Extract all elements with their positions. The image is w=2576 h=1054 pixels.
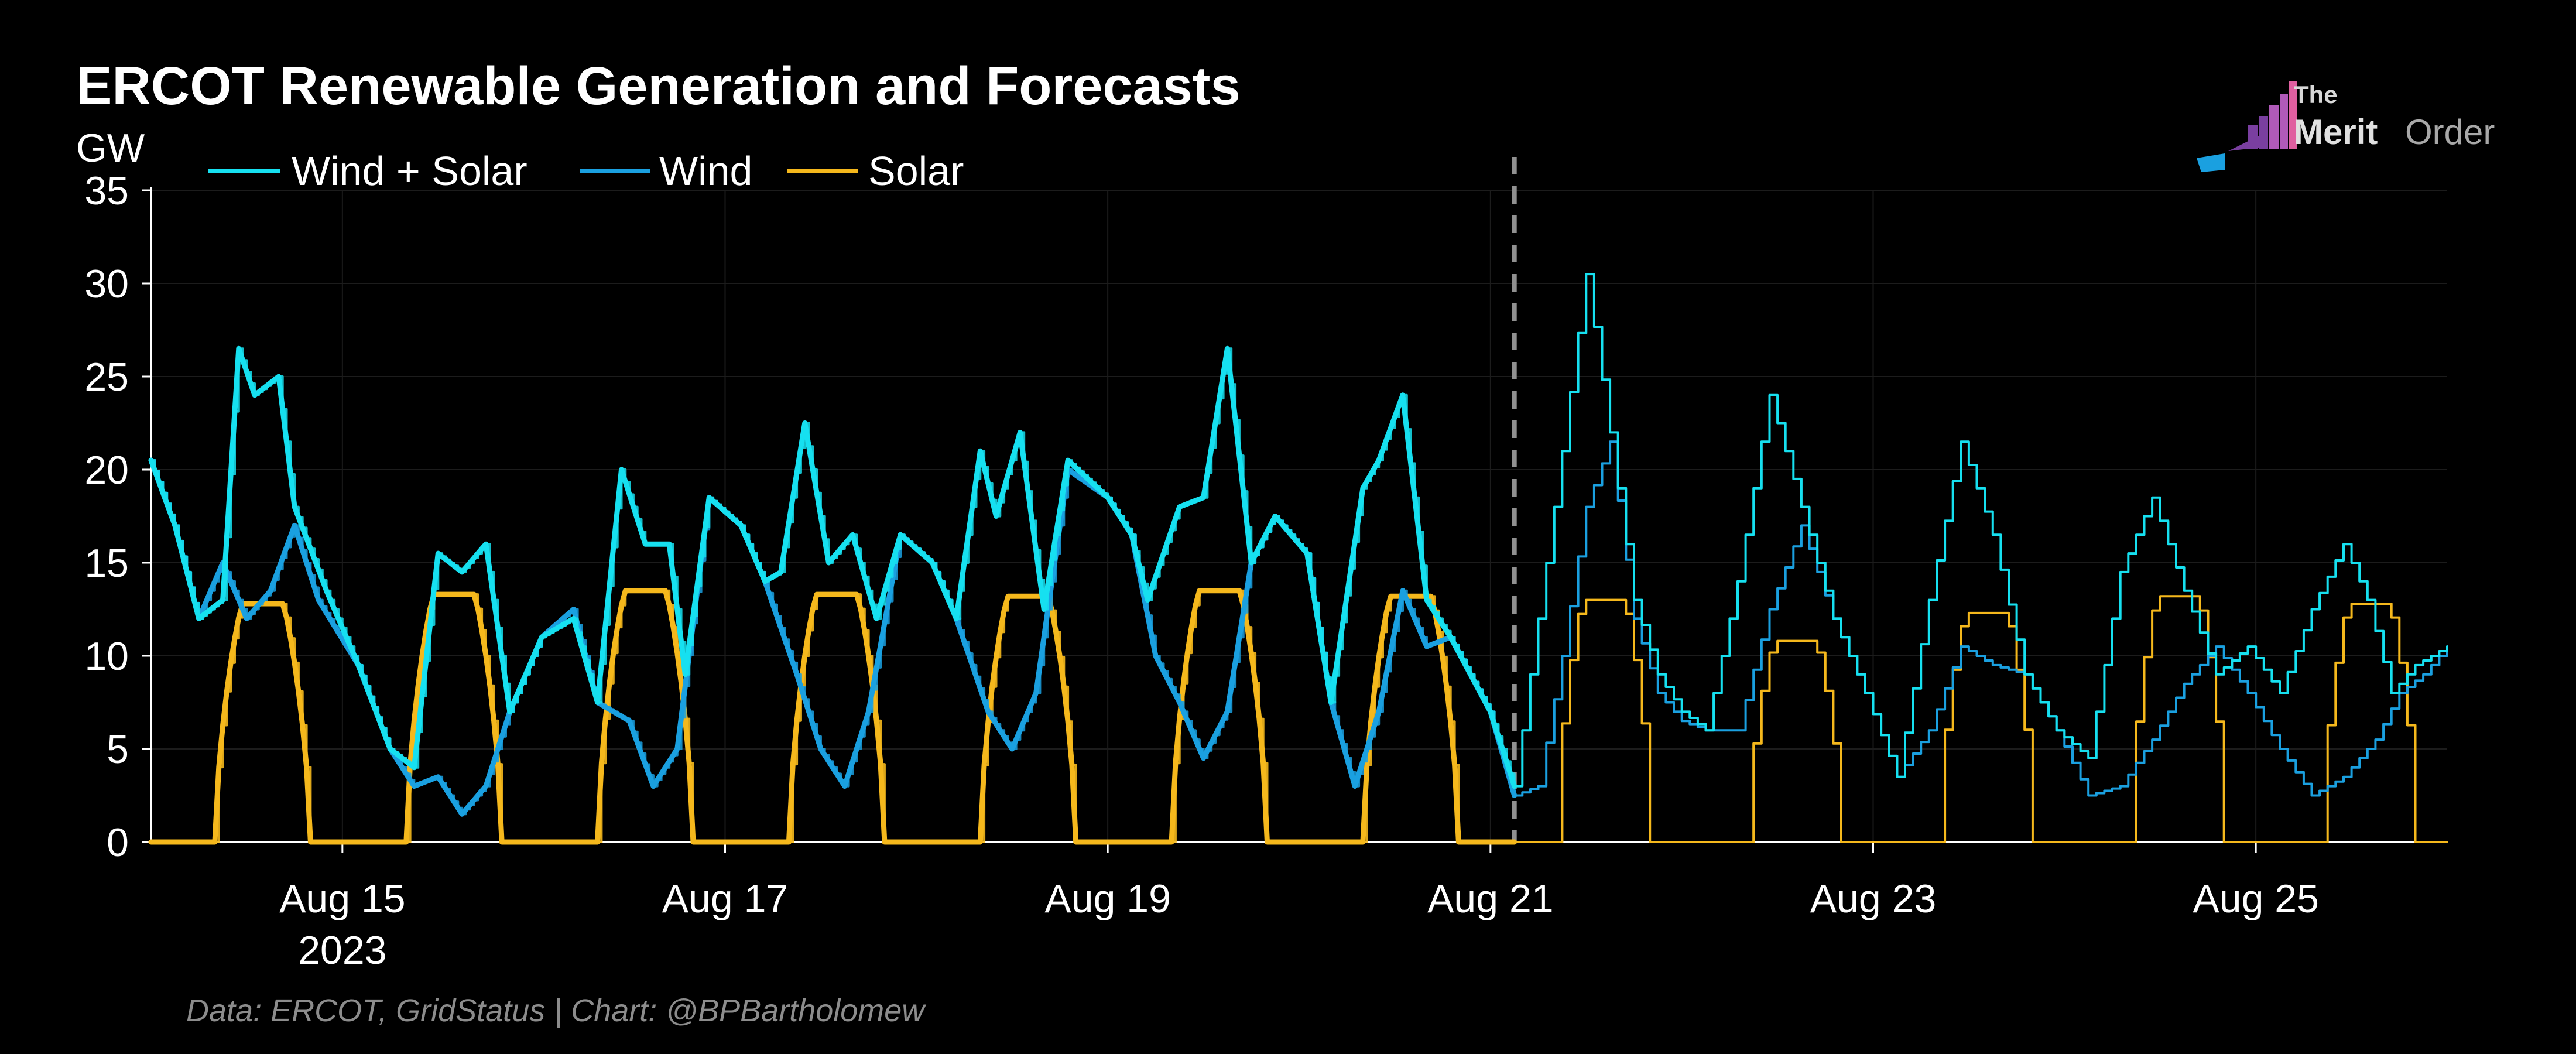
logo-text-merit: Merit: [2294, 112, 2378, 152]
x-tick-label: Aug 23: [1810, 877, 1937, 921]
wind-solar-forecast-line: [1513, 273, 2448, 788]
x-tick-sublabel: 2023: [298, 928, 386, 973]
y-tick-label: 10: [84, 634, 129, 679]
legend-label-wind-solar: Wind + Solar: [292, 148, 527, 194]
logo-bar-2: [2259, 116, 2268, 149]
grid-lines: [151, 190, 2447, 842]
logo-bar-3: [2269, 105, 2279, 149]
x-tick-labels: Aug 15 2023 Aug 17 Aug 19 Aug 21 Aug 23 Aug 25: [279, 877, 2319, 973]
y-tick-label: 25: [84, 355, 129, 399]
solar-forecast-line: [1513, 595, 2448, 843]
x-tick-label: Aug 15: [279, 877, 406, 921]
chart-title: ERCOT Renewable Generation and Forecasts: [76, 56, 1241, 116]
x-tick-label: Aug 25: [2193, 877, 2319, 921]
logo-text-order: Order: [2405, 112, 2495, 152]
y-tick-label: 35: [84, 169, 129, 213]
y-tick-label: 5: [107, 727, 129, 772]
y-tick-label: 20: [84, 448, 129, 492]
logo-mark-blue: [2197, 153, 2225, 172]
solar-actual-line: [148, 588, 1517, 845]
series-lines: [148, 273, 2448, 845]
logo-bar-5: [2289, 81, 2297, 149]
y-tick-label: 0: [107, 820, 129, 865]
wind-solar-actual-step-line: [150, 347, 1516, 788]
x-tick-label: Aug 21: [1427, 877, 1554, 921]
wind-solar-actual-line: [148, 345, 1517, 789]
source-caption: Data: ERCOT, GridStatus | Chart: @BPBart…: [186, 993, 926, 1028]
y-tick-label: 15: [84, 541, 129, 586]
legend: Wind + Solar Wind Solar: [208, 148, 964, 194]
y-tick-labels: 0 5 10 15 20 25 30 35: [84, 169, 129, 865]
x-tick-label: Aug 17: [662, 877, 789, 921]
logo-bar-4: [2280, 94, 2288, 149]
y-axis-unit-label: GW: [76, 126, 145, 170]
logo-text-the: The: [2294, 81, 2338, 108]
wind-forecast-line: [1513, 440, 2448, 797]
legend-label-solar: Solar: [868, 148, 964, 194]
logo-bar-1: [2248, 125, 2258, 149]
legend-label-wind: Wind: [659, 148, 752, 194]
x-tick-label: Aug 19: [1044, 877, 1171, 921]
merit-order-logo: The Merit Order: [2197, 81, 2495, 172]
y-tick-label: 30: [84, 262, 129, 306]
